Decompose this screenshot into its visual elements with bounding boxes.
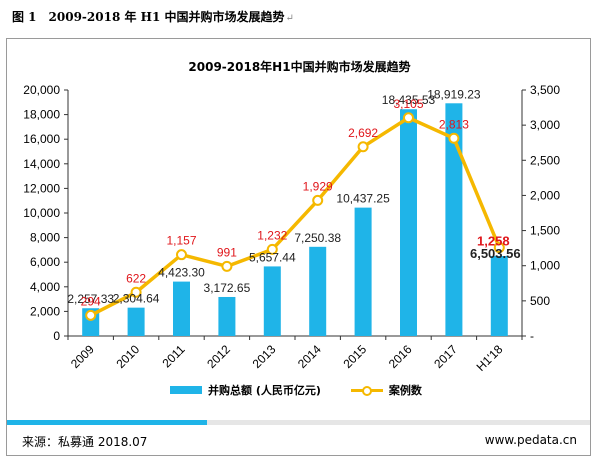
source-note: 来源：私募通 2018.07 [22,435,148,449]
bar-value-label: 6,503.56 [470,246,521,261]
case-count-point [357,141,369,153]
case-count-line [89,116,501,317]
x-tick-label: 2013 [250,342,279,371]
case-count-label: 1,157 [166,234,196,248]
bar [400,109,417,336]
case-count-label: 1,232 [257,228,287,242]
bar [490,256,508,336]
bar [127,307,145,336]
paragraph-mark-icon: ↵ [285,13,294,24]
chart-frame [6,38,591,456]
case-count-label: 991 [217,245,237,259]
bar [309,246,327,336]
chart-axes: 0 2,000 4,000 6,000 8,000 10,000 12,000 14,000 1… [23,83,560,374]
case-count-point [221,260,233,272]
data-labels: 2,257.332,304.64 4,423.303,172.65 5,657.44… [67,87,520,308]
case-count-point [176,249,187,261]
x-tick-label: H1'18 [474,342,506,374]
y-right-tick-label: 3,000 [530,118,560,132]
case-count-label: 294 [81,294,101,308]
legend-bar-label: 并购总额 (人民币亿元) [208,384,321,397]
bar-value-label: 7,250.38 [294,231,341,245]
legend-bar-swatch [170,386,202,394]
x-tick-label: 2012 [204,342,233,371]
bar-value-label: 18,919.23 [427,87,481,101]
website-link[interactable]: www.pedata.cn [484,433,577,447]
case-count-point [448,132,460,144]
x-tick-label: 2016 [386,342,415,371]
bar [263,266,281,336]
y-left-tick-label: 2,000 [30,304,60,318]
figure-caption-text: 图 1 2009-2018 年 H1 中国并购市场发展趋势 [12,10,285,24]
chart-legend: 并购总额 (人民币亿元) 案例数 [170,382,422,398]
case-count-point [85,309,97,321]
legend-line-swatch [350,385,383,396]
chart-title: 2009-2018年H1中国并购市场发展趋势 [188,60,411,74]
y-left-tick-label: 8,000 [30,231,60,245]
y-right-tick-label: 2,500 [530,153,560,167]
bar-value-label: 3,172.65 [204,281,251,295]
y-left-tick-label: 16,000 [23,132,60,146]
case-count-point [312,194,324,206]
y-right-tick-label: 3,500 [530,83,560,97]
y-right-tick-label: 1,000 [530,259,560,273]
y-right-tick-label: 500 [530,294,550,308]
y-right-tick-label: - [530,329,534,343]
case-count-point [130,286,142,298]
case-count-point [266,243,278,255]
case-count-point [403,112,414,124]
bar-value-label: 18,435.53 [382,93,436,107]
bar [218,296,236,336]
y-left-tick-label: 18,000 [23,108,60,122]
case-count-label: 3,105 [393,97,423,111]
case-count-label: 622 [126,271,146,285]
y-left-tick-label: 20,000 [23,83,60,97]
bar [354,207,372,336]
x-tick-label: 2011 [159,342,187,370]
y-left-tick-label: 6,000 [30,255,60,269]
bar [445,103,463,336]
line-series [85,112,505,321]
case-count-point [493,242,505,254]
case-count-label: 1,929 [303,179,333,193]
x-tick-label: 2014 [295,342,324,371]
case-count-label: 1,258 [477,234,510,249]
x-tick-label: 2009 [68,342,97,371]
bar-value-label: 2,257.33 [67,292,114,306]
figure-caption: 图 1 2009-2018 年 H1 中国并购市场发展趋势↵ [12,8,294,25]
legend-line-label: 案例数 [388,384,422,397]
y-left-tick-label: 12,000 [23,181,60,195]
footer-divider-accent [7,420,207,425]
bar-value-label: 5,657.44 [249,250,296,264]
case-count-label: 2,692 [348,126,378,140]
x-tick-label: 2017 [431,342,460,371]
y-right-tick-label: 1,500 [530,224,560,238]
y-left-tick-label: 10,000 [23,206,60,220]
bar-value-label: 2,304.64 [113,292,160,306]
y-left-tick-label: 4,000 [30,280,60,294]
case-count-label: 2,813 [439,117,469,131]
y-left-tick-label: 14,000 [23,157,60,171]
y-left-tick-label: 0 [53,329,60,343]
bar-series [82,103,508,336]
bar-value-label: 10,437.25 [336,192,390,206]
footer-divider [7,420,590,425]
x-tick-label: 2015 [340,342,369,371]
y-right-tick-label: 2,000 [530,188,560,202]
bar-value-label: 4,423.30 [158,266,205,280]
x-tick-label: 2010 [113,342,142,371]
bar [173,281,190,336]
